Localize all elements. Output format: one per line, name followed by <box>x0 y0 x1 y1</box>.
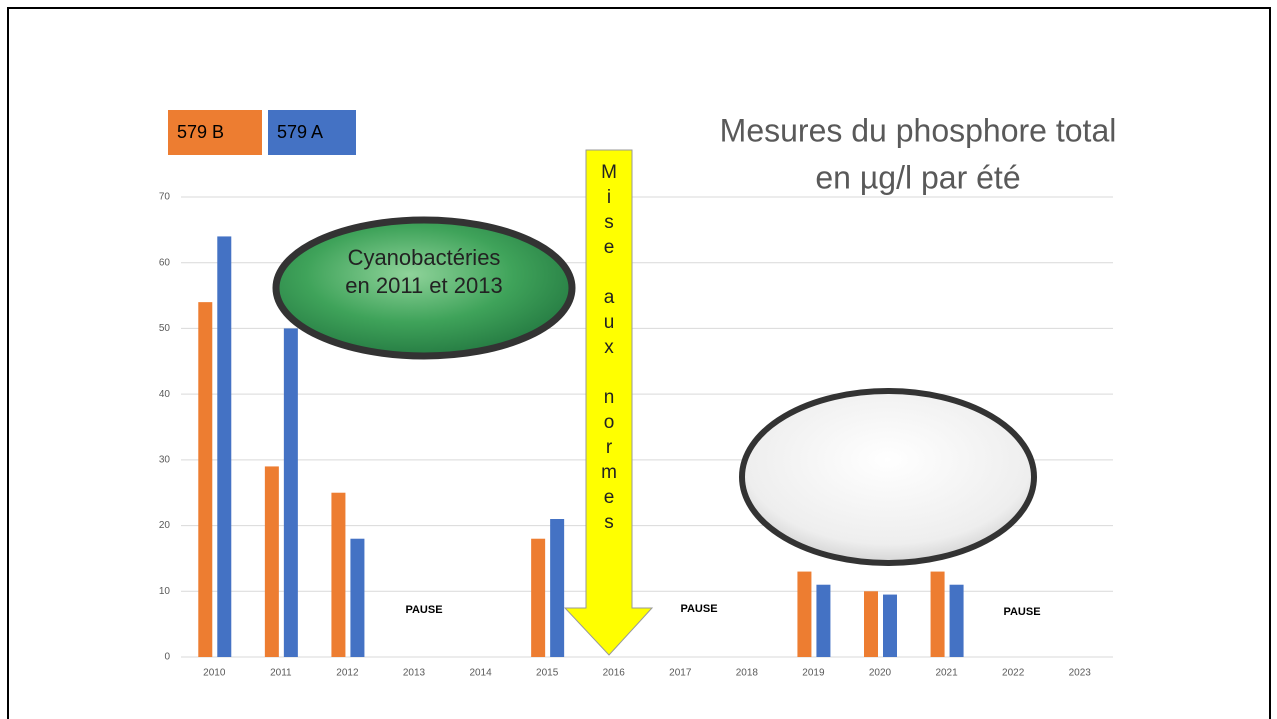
y-tick-label: 0 <box>164 652 170 663</box>
legend-label: 579 A <box>277 122 323 142</box>
chart-title: en µg/l par été <box>815 159 1020 195</box>
bar <box>816 585 830 657</box>
x-tick-label: 2018 <box>736 668 759 679</box>
pause-label: PAUSE <box>405 604 442 616</box>
x-tick-label: 2017 <box>669 668 692 679</box>
bar <box>331 493 345 657</box>
x-tick-label: 2016 <box>603 668 626 679</box>
annotation: en 2011 et 2013 <box>345 273 502 298</box>
x-tick-label: 2023 <box>1069 668 1092 679</box>
bar <box>864 591 878 657</box>
y-tick-label: 10 <box>159 586 171 597</box>
x-tick-label: 2020 <box>869 668 892 679</box>
x-tick-label: 2011 <box>270 668 292 679</box>
y-tick-label: 70 <box>159 192 171 203</box>
y-tick-label: 40 <box>159 389 171 400</box>
x-tick-label: 2021 <box>935 668 958 679</box>
bar <box>217 236 231 657</box>
bar <box>931 572 945 657</box>
bar <box>350 539 364 657</box>
annotation: Cyanobactéries <box>348 245 501 270</box>
x-tick-label: 2013 <box>403 668 426 679</box>
y-tick-label: 50 <box>159 323 171 334</box>
bar <box>531 539 545 657</box>
x-tick-label: 2012 <box>336 668 359 679</box>
legend-label: 579 B <box>177 122 224 142</box>
bar <box>797 572 811 657</box>
arrow-label: Mise aux normes <box>599 162 620 537</box>
bar <box>265 466 279 657</box>
bar <box>198 302 212 657</box>
bar <box>550 519 564 657</box>
y-tick-label: 20 <box>159 520 171 531</box>
x-tick-label: 2014 <box>469 668 492 679</box>
chart-title: Mesures du phosphore total <box>720 112 1117 148</box>
clear-water-image <box>742 391 1034 563</box>
slide: 0 10 20 30 40 50 60 70 2010 2011 2012 2013 2014 2015 2… <box>0 0 1277 719</box>
pause-label: PAUSE <box>680 603 717 615</box>
bar <box>883 595 897 657</box>
y-tick-label: 60 <box>159 257 171 268</box>
x-tick-label: 2022 <box>1002 668 1025 679</box>
pause-label: PAUSE <box>1003 606 1040 618</box>
bar <box>950 585 964 657</box>
x-tick-label: 2010 <box>203 668 226 679</box>
bar <box>284 328 298 657</box>
x-tick-label: 2019 <box>802 668 825 679</box>
x-tick-label: 2015 <box>536 668 559 679</box>
y-tick-label: 30 <box>159 454 171 465</box>
